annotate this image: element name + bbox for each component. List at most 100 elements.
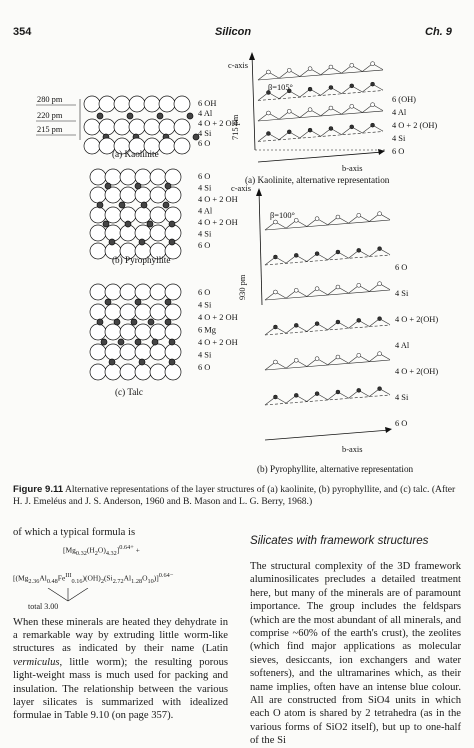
- atom: [149, 283, 167, 301]
- panel-a-alt-caption: (a) Kaolinite, alternative representatio…: [245, 175, 390, 185]
- atom: [147, 318, 155, 326]
- formula-line-1: [Mg0.32(H2O)4.32]0.64+ +: [63, 544, 140, 558]
- formula-total: total 3.00: [28, 602, 59, 612]
- atom: [140, 201, 148, 209]
- atom: [173, 137, 191, 155]
- atom: [83, 137, 101, 155]
- atom: [134, 323, 152, 341]
- atom: [151, 338, 159, 346]
- atom: [117, 338, 125, 346]
- atom: [96, 112, 104, 120]
- atom: [168, 358, 176, 366]
- layer-label: 4 Si: [198, 301, 212, 310]
- alt-layer-label: 4 Si: [395, 393, 409, 402]
- atom: [89, 168, 107, 186]
- panel-b-alt-caption: (b) Pyrophyllite, alternative representa…: [257, 464, 414, 474]
- atom: [162, 201, 170, 209]
- atom: [130, 318, 138, 326]
- atom: [156, 112, 164, 120]
- panel-b-caption: (b) Pyrophyllite: [112, 255, 170, 265]
- layer-label: 4 Al: [198, 207, 213, 216]
- body-paragraph-right: The structural complexity of the 3D fram…: [250, 561, 461, 747]
- formula-line-2: [(Mg2.36Al0.48FeIII0.16)(OH)2(Si2.72Al1.…: [13, 571, 174, 585]
- c-axis-label-b: c-axis: [231, 184, 251, 193]
- layer-label: 6 OH: [198, 99, 216, 108]
- layer-label: 4 Si: [198, 184, 212, 193]
- atom: [89, 206, 107, 224]
- atom: [164, 224, 182, 242]
- atom: [104, 303, 122, 321]
- atom: [104, 363, 122, 381]
- atom: [149, 303, 167, 321]
- alt-layer-label: 4 O + 2 (OH): [392, 121, 437, 130]
- atom: [100, 338, 108, 346]
- atom: [168, 338, 176, 346]
- caption-text: Alternative representations of the layer…: [13, 484, 456, 507]
- dim-215: 215 pm: [37, 125, 63, 134]
- atom: [164, 283, 182, 301]
- formula-brace: [47, 588, 89, 602]
- atom: [134, 363, 152, 381]
- panel-c-caption: (c) Talc: [115, 387, 143, 397]
- atom: [89, 363, 107, 381]
- atom: [134, 303, 152, 321]
- atom: [98, 118, 116, 136]
- atom: [149, 363, 167, 381]
- atom: [108, 358, 116, 366]
- b-axis-label-a: b-axis: [342, 164, 362, 173]
- atom: [168, 220, 176, 228]
- atom: [104, 168, 122, 186]
- atom: [89, 186, 107, 204]
- alt-kaolinite-diagram: c-axis β=105° 715 pm b-axis (a) Kaolinit…: [228, 52, 390, 185]
- atom: [113, 95, 131, 113]
- atom: [134, 186, 152, 204]
- left-column: of which a typical formula is [Mg0.32(H2…: [13, 526, 228, 723]
- page-number: 354: [13, 26, 32, 38]
- atom: [164, 298, 172, 306]
- atom: [134, 283, 152, 301]
- figure-9-11: 280 pm 220 pm 215 pm 6 OH4 Al4 O + 2 OH4…: [36, 52, 438, 474]
- section-title: Silicates with framework structures: [250, 534, 429, 547]
- atom: [192, 133, 200, 141]
- atom: [89, 343, 107, 361]
- atom: [164, 186, 182, 204]
- layer-label: 6 O: [198, 363, 210, 372]
- alt-layer-label: 4 O + 2(OH): [395, 315, 438, 324]
- atom: [119, 363, 137, 381]
- dim-280: 280 pm: [37, 95, 63, 104]
- panel-a-caption: (a) Kaolinite: [112, 149, 159, 159]
- alt-layer-label: 6 O: [392, 147, 404, 156]
- body-paragraph-left: When these minerals are heated they dehy…: [13, 616, 228, 722]
- atom: [164, 318, 172, 326]
- layer-stack-diagrams: [83, 95, 200, 381]
- atom: [146, 220, 154, 228]
- figure-caption: Figure 9.11 Alternative representations …: [13, 484, 461, 508]
- alt-layer-label: 4 O + 2(OH): [395, 367, 438, 376]
- spacing-b: 930 pm: [238, 274, 247, 300]
- atom: [119, 206, 137, 224]
- atom: [89, 224, 107, 242]
- atom: [126, 112, 134, 120]
- atom: [119, 224, 137, 242]
- layer-label: 4 O + 2 OH: [198, 195, 238, 204]
- layer-label: 4 Al: [198, 109, 213, 118]
- dimension-annotations: 280 pm 220 pm 215 pm: [36, 95, 81, 140]
- atom: [128, 118, 146, 136]
- atom: [119, 168, 137, 186]
- b-axis-label-b: b-axis: [342, 445, 362, 454]
- atom: [98, 95, 116, 113]
- atom: [138, 358, 146, 366]
- atom: [164, 323, 182, 341]
- atom: [104, 298, 112, 306]
- atom: [108, 238, 116, 246]
- atom: [83, 118, 101, 136]
- spacing-a: 715 pm: [231, 114, 240, 140]
- atom: [104, 186, 122, 204]
- atom: [104, 182, 112, 190]
- atom: [149, 323, 167, 341]
- atom: [168, 238, 176, 246]
- atom: [164, 182, 172, 190]
- layer-label: 6 O: [198, 288, 210, 297]
- atom: [149, 206, 167, 224]
- atom: [124, 220, 132, 228]
